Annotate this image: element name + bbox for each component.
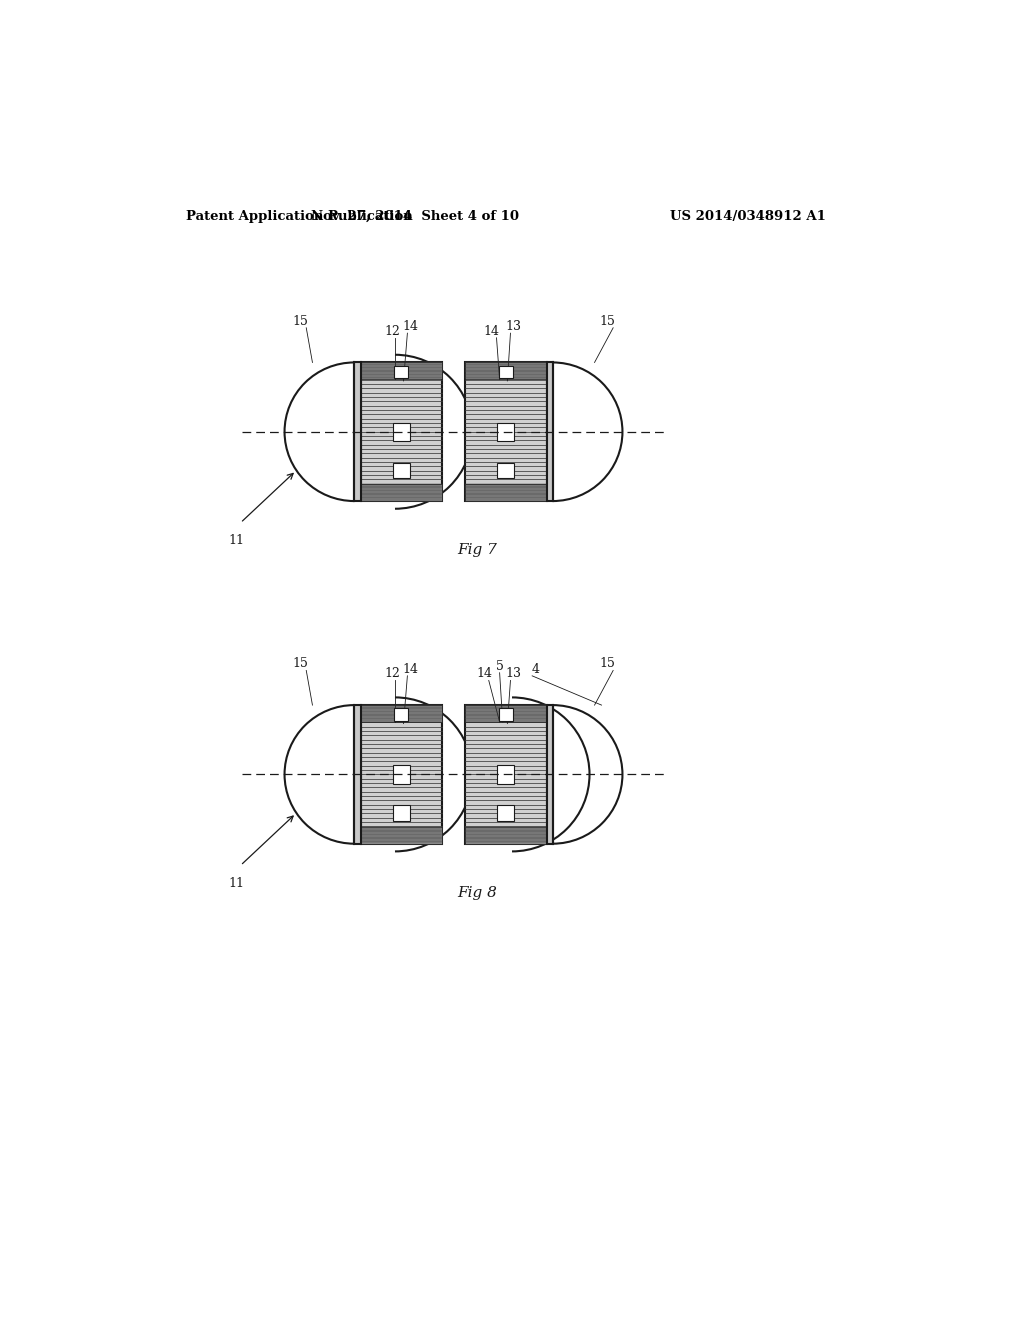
Text: Fig 8: Fig 8 xyxy=(457,886,497,900)
Text: 12: 12 xyxy=(384,668,399,681)
Text: 14: 14 xyxy=(402,663,419,676)
Bar xyxy=(360,484,442,502)
Bar xyxy=(392,805,410,821)
Text: Fig 7: Fig 7 xyxy=(457,544,497,557)
Bar xyxy=(499,708,513,721)
Text: 13: 13 xyxy=(506,321,521,333)
Bar xyxy=(394,366,409,378)
Text: 5: 5 xyxy=(496,660,504,673)
Bar xyxy=(392,766,410,784)
Bar xyxy=(465,484,547,502)
Text: 14: 14 xyxy=(484,325,500,338)
Bar xyxy=(354,705,360,843)
Bar xyxy=(392,422,410,441)
Text: 15: 15 xyxy=(599,657,614,671)
Text: 14: 14 xyxy=(402,321,419,333)
Text: 12: 12 xyxy=(384,325,399,338)
Text: Patent Application Publication: Patent Application Publication xyxy=(186,210,413,223)
Bar xyxy=(392,462,410,478)
Bar xyxy=(360,705,442,722)
Bar xyxy=(499,366,513,378)
Text: 14: 14 xyxy=(476,668,493,681)
Text: 15: 15 xyxy=(599,314,614,327)
Bar xyxy=(465,363,547,502)
Bar xyxy=(354,363,360,502)
Bar xyxy=(498,462,514,478)
Bar xyxy=(465,705,547,722)
Bar xyxy=(360,363,442,379)
Bar xyxy=(498,805,514,821)
Text: 13: 13 xyxy=(506,668,521,681)
Text: 11: 11 xyxy=(228,876,245,890)
Bar xyxy=(547,363,553,502)
Text: 11: 11 xyxy=(228,535,245,548)
Text: 15: 15 xyxy=(292,657,308,671)
Bar xyxy=(360,826,442,843)
Bar xyxy=(465,705,547,843)
Text: 15: 15 xyxy=(292,314,308,327)
Text: 4: 4 xyxy=(531,663,540,676)
Bar xyxy=(498,422,514,441)
Bar xyxy=(547,705,553,843)
Bar xyxy=(360,363,442,502)
Bar xyxy=(394,708,409,721)
Bar xyxy=(465,363,547,379)
Bar xyxy=(465,826,547,843)
Text: Nov. 27, 2014  Sheet 4 of 10: Nov. 27, 2014 Sheet 4 of 10 xyxy=(310,210,519,223)
Bar xyxy=(360,705,442,843)
Bar xyxy=(498,766,514,784)
Text: US 2014/0348912 A1: US 2014/0348912 A1 xyxy=(671,210,826,223)
